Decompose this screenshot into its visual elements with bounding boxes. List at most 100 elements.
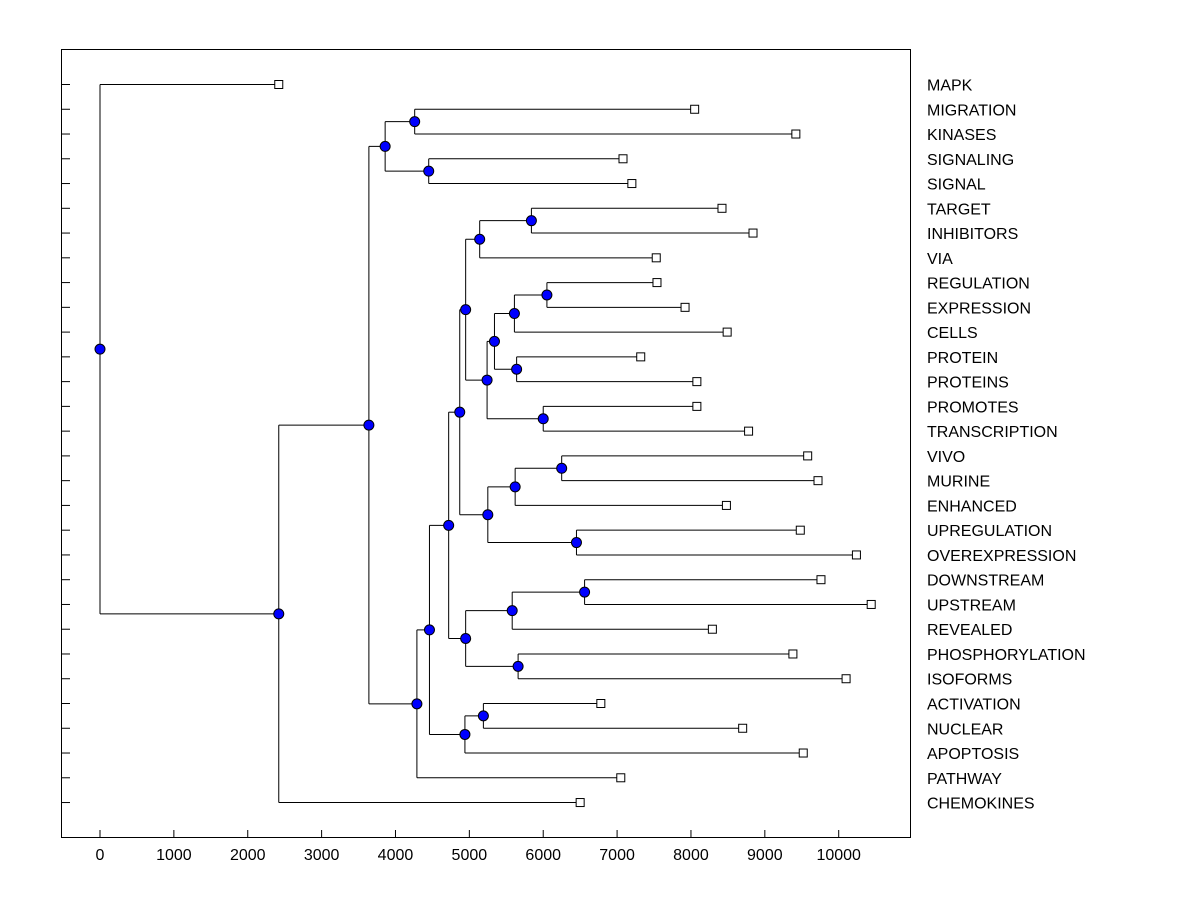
x-tick-label: 4000 <box>378 847 414 864</box>
leaf-label: APOPTOSIS <box>927 746 1019 763</box>
leaf-marker <box>722 327 732 337</box>
x-tick-label: 8000 <box>673 847 709 864</box>
cluster-node <box>482 509 494 521</box>
branch-lines <box>99 84 872 804</box>
leaf-label: VIA <box>927 251 953 268</box>
cluster-node <box>506 605 518 617</box>
leaf-label: INHIBITORS <box>927 226 1018 243</box>
cluster-node <box>537 413 549 425</box>
x-tick-label: 5000 <box>452 847 488 864</box>
leaf-marker <box>744 426 754 436</box>
cluster-node <box>474 233 486 245</box>
cluster-node <box>488 335 500 347</box>
leaf-marker <box>690 104 700 114</box>
leaf-label: UPSTREAM <box>927 597 1016 614</box>
x-tick-label: 2000 <box>230 847 266 864</box>
leaf-labels: MAPK MIGRATION KINASES SIGNALING SIGNAL TARGE… <box>927 78 1086 813</box>
leaf-marker <box>841 674 851 684</box>
cluster-node <box>508 308 520 320</box>
leaf-label: SIGNAL <box>927 177 986 194</box>
leaf-marker <box>692 377 702 387</box>
leaf-label: ISOFORMS <box>927 672 1012 689</box>
x-tick-label: 0 <box>96 847 105 864</box>
leaf-label: REVEALED <box>927 622 1012 639</box>
leaf-marker <box>274 80 284 89</box>
leaf-label: MURINE <box>927 474 990 491</box>
cluster-node <box>481 374 493 386</box>
cluster-node <box>512 660 524 672</box>
leaf-marker <box>651 253 661 263</box>
leaf-marker <box>788 649 798 659</box>
leaf-marker <box>816 575 826 585</box>
cluster-node <box>525 215 537 227</box>
leaf-marker <box>717 203 727 213</box>
cluster-node <box>454 406 466 418</box>
leaf-marker <box>791 129 801 139</box>
x-axis: 0 1000 2000 3000 4000 5000 6000 7000 8000 9000 100… <box>96 830 861 864</box>
cluster-node <box>409 116 421 128</box>
leaf-label: ENHANCED <box>927 498 1017 515</box>
x-tick-label: 1000 <box>156 847 192 864</box>
cluster-node <box>423 165 435 177</box>
cluster-node <box>556 462 568 474</box>
leaf-marker <box>636 352 646 362</box>
cluster-node <box>460 633 472 645</box>
cluster-node <box>94 343 106 355</box>
leaf-marker <box>618 154 628 164</box>
leaf-marker <box>652 278 662 288</box>
leaf-marker <box>616 773 626 783</box>
leaf-label: KINASES <box>927 127 996 144</box>
plot-frame <box>61 49 911 838</box>
leaf-marker <box>748 228 758 238</box>
leaf-label: PROTEINS <box>927 375 1009 392</box>
leaf-label: PROTEIN <box>927 350 998 367</box>
x-tick-label: 3000 <box>304 847 340 864</box>
leaf-label: NUCLEAR <box>927 721 1003 738</box>
cluster-node <box>460 304 472 316</box>
leaf-marker <box>575 798 585 808</box>
leaf-label: EXPRESSION <box>927 300 1031 317</box>
leaf-label: MIGRATION <box>927 102 1016 119</box>
cluster-node <box>443 519 455 531</box>
leaf-label: MAPK <box>927 78 973 95</box>
leaf-label: CELLS <box>927 325 978 342</box>
leaf-label: SIGNALING <box>927 152 1014 169</box>
leaf-label: CHEMOKINES <box>927 796 1035 813</box>
leaf-marker <box>803 451 813 461</box>
cluster-node <box>511 363 523 375</box>
leaf-label: PATHWAY <box>927 771 1002 788</box>
cluster-node <box>273 608 285 620</box>
leaf-marker <box>680 302 690 312</box>
leaf-marker <box>795 525 805 535</box>
x-tick-label: 10000 <box>816 847 861 864</box>
cluster-node <box>541 289 553 301</box>
leaf-label: PHOSPHORYLATION <box>927 647 1086 664</box>
leaf-marker <box>596 699 606 708</box>
leaf-marker <box>707 624 717 634</box>
cluster-node <box>459 728 471 740</box>
cluster-node <box>363 419 375 431</box>
leaf-label: UPREGULATION <box>927 523 1052 540</box>
cluster-node <box>570 537 582 549</box>
cluster-node <box>411 698 423 710</box>
leaf-marker <box>627 179 637 189</box>
leaf-label: REGULATION <box>927 276 1030 293</box>
cluster-node <box>509 481 521 493</box>
cluster-node <box>477 710 489 722</box>
cluster-node <box>379 140 391 152</box>
leaf-label: OVEREXPRESSION <box>927 548 1076 565</box>
leaf-marker <box>721 500 731 510</box>
x-tick-label: 9000 <box>747 847 783 864</box>
leaf-marker <box>813 476 823 486</box>
leaf-label: ACTIVATION <box>927 697 1021 714</box>
x-tick-label: 6000 <box>525 847 561 864</box>
leaf-marker <box>866 599 876 609</box>
y-tick-marks <box>62 84 70 804</box>
leaf-label: TRANSCRIPTION <box>927 424 1058 441</box>
leaf-label: DOWNSTREAM <box>927 573 1044 590</box>
leaf-label: VIVO <box>927 449 965 466</box>
leaf-label: TARGET <box>927 201 991 218</box>
cluster-node <box>579 586 591 598</box>
node-markers <box>94 80 876 808</box>
